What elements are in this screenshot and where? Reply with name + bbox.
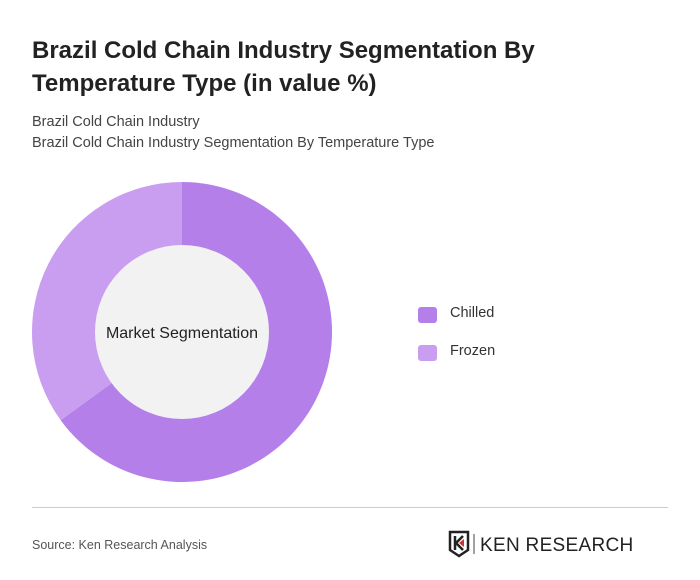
svg-text:KEN RESEARCH: KEN RESEARCH: [480, 535, 634, 556]
page-title: Brazil Cold Chain Industry Segmentation …: [32, 37, 535, 97]
center-label: Market Segmentation: [106, 325, 258, 342]
legend-label: Chilled: [450, 305, 495, 321]
donut-hole: [95, 245, 269, 419]
ken-research-logo: KEN RESEARCH: [448, 530, 634, 558]
divider: [32, 507, 668, 508]
subtitle-secondary: Brazil Cold Chain Industry Segmentation …: [32, 135, 435, 151]
legend-label: Frozen: [450, 343, 496, 359]
legend-swatch: [418, 307, 437, 323]
source-note: Source: Ken Research Analysis: [32, 538, 208, 552]
legend-swatch: [418, 345, 437, 361]
subtitle: Brazil Cold Chain Industry: [32, 114, 200, 130]
